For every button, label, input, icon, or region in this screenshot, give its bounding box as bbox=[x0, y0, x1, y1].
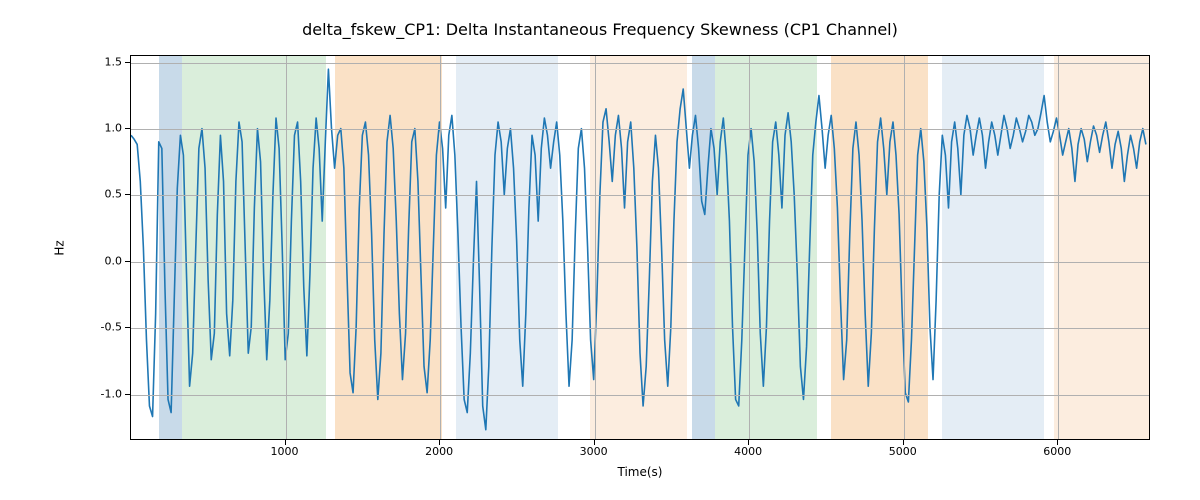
series-line bbox=[131, 69, 1146, 430]
y-tick-label: 0.5 bbox=[72, 188, 122, 201]
x-tick-mark bbox=[1057, 440, 1058, 445]
gridline-horizontal bbox=[131, 129, 1149, 130]
gridline-horizontal bbox=[131, 328, 1149, 329]
x-tick-mark bbox=[594, 440, 595, 445]
y-tick-mark bbox=[125, 62, 130, 63]
x-tick-label: 3000 bbox=[580, 445, 608, 458]
y-tick-label: -1.0 bbox=[72, 387, 122, 400]
gridline-vertical bbox=[286, 56, 287, 439]
x-tick-mark bbox=[285, 440, 286, 445]
gridline-vertical bbox=[440, 56, 441, 439]
x-tick-label: 6000 bbox=[1043, 445, 1071, 458]
y-tick-mark bbox=[125, 261, 130, 262]
y-tick-mark bbox=[125, 128, 130, 129]
y-tick-label: 1.5 bbox=[72, 55, 122, 68]
y-tick-mark bbox=[125, 327, 130, 328]
x-tick-mark bbox=[903, 440, 904, 445]
gridline-vertical bbox=[904, 56, 905, 439]
y-axis-label: Hz bbox=[50, 55, 70, 440]
gridline-horizontal bbox=[131, 195, 1149, 196]
x-tick-mark bbox=[439, 440, 440, 445]
gridline-vertical bbox=[1058, 56, 1059, 439]
x-tick-label: 1000 bbox=[271, 445, 299, 458]
x-tick-label: 4000 bbox=[734, 445, 762, 458]
x-tick-label: 2000 bbox=[425, 445, 453, 458]
y-tick-label: 1.0 bbox=[72, 122, 122, 135]
gridline-horizontal bbox=[131, 262, 1149, 263]
line-series bbox=[131, 56, 1149, 439]
x-tick-mark bbox=[748, 440, 749, 445]
gridline-vertical bbox=[595, 56, 596, 439]
x-axis-label: Time(s) bbox=[130, 465, 1150, 479]
y-tick-mark bbox=[125, 394, 130, 395]
y-tick-label: 0.0 bbox=[72, 254, 122, 267]
gridline-horizontal bbox=[131, 63, 1149, 64]
y-tick-mark bbox=[125, 194, 130, 195]
y-tick-label: -0.5 bbox=[72, 321, 122, 334]
plot-area bbox=[130, 55, 1150, 440]
chart-container: delta_fskew_CP1: Delta Instantaneous Fre… bbox=[0, 0, 1200, 500]
gridline-vertical bbox=[749, 56, 750, 439]
chart-title: delta_fskew_CP1: Delta Instantaneous Fre… bbox=[0, 20, 1200, 39]
gridline-horizontal bbox=[131, 395, 1149, 396]
x-tick-label: 5000 bbox=[889, 445, 917, 458]
